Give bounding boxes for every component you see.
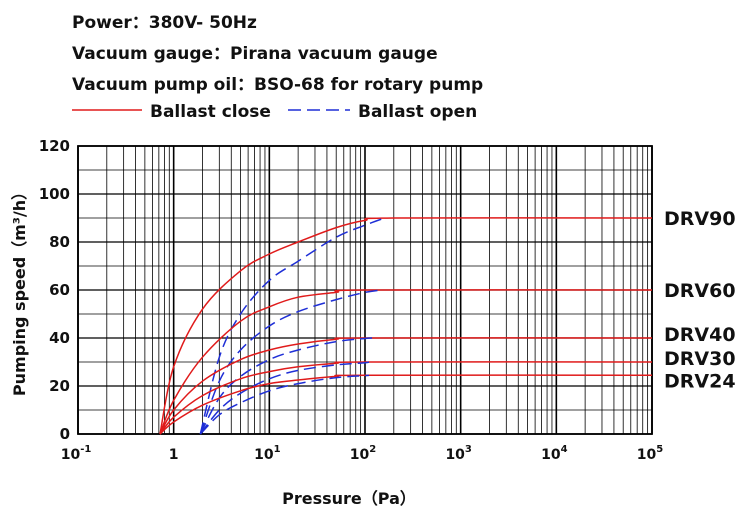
legend-label-ballast-close: Ballast close [150, 102, 271, 122]
curve-drv30-ballast-open [199, 361, 370, 435]
curve-drv90-ballast-open [199, 217, 385, 435]
chart-ticks: 0 20 40 60 80 100 120 10-1 1 101 102 103 104 105 [39, 137, 664, 463]
x-tick-label: 101 [254, 444, 280, 463]
series-label-drv40: DRV40 [664, 324, 736, 346]
x-axis-label: Pressure（Pa） [282, 489, 416, 508]
x-tick-label: 105 [637, 444, 663, 463]
series-label-drv24: DRV24 [664, 370, 736, 392]
x-tick-label: 102 [350, 444, 376, 463]
pump-oil-spec: Vacuum pump oil：BSO-68 for rotary pump [72, 75, 484, 95]
series-label-drv30: DRV30 [664, 348, 736, 370]
curve-drv90-ballast-close [159, 217, 653, 435]
y-tick-label: 0 [60, 425, 70, 443]
y-axis-label: Pumping speed（m³/h） [10, 184, 29, 396]
vacuum-gauge-spec: Vacuum gauge：Pirana vacuum gauge [72, 44, 438, 64]
curve-drv24-ballast-close [159, 374, 653, 435]
curve-drv60-ballast-close [159, 289, 653, 435]
chart-curves [159, 217, 653, 435]
x-tick-label: 1 [169, 447, 179, 463]
curve-drv40-ballast-open [199, 337, 373, 435]
series-label-drv60: DRV60 [664, 280, 736, 302]
curve-drv30-ballast-close [159, 361, 653, 435]
y-tick-label: 80 [49, 233, 70, 251]
x-tick-label: 104 [541, 444, 567, 463]
x-tick-label: 103 [445, 444, 471, 463]
y-tick-label: 60 [49, 281, 70, 299]
curve-drv40-ballast-close [159, 337, 653, 435]
y-tick-label: 40 [49, 329, 70, 347]
legend-label-ballast-open: Ballast open [358, 102, 477, 122]
y-tick-label: 20 [49, 377, 70, 395]
curve-drv60-ballast-open [199, 289, 382, 435]
power-spec: Power：380V- 50Hz [72, 13, 257, 33]
curve-drv24-ballast-open [199, 374, 370, 435]
legend: Ballast close Ballast open [72, 102, 477, 122]
y-tick-label: 100 [39, 185, 70, 203]
x-tick-label: 10-1 [61, 444, 92, 463]
series-label-drv90: DRV90 [664, 208, 736, 230]
y-tick-label: 120 [39, 137, 70, 155]
